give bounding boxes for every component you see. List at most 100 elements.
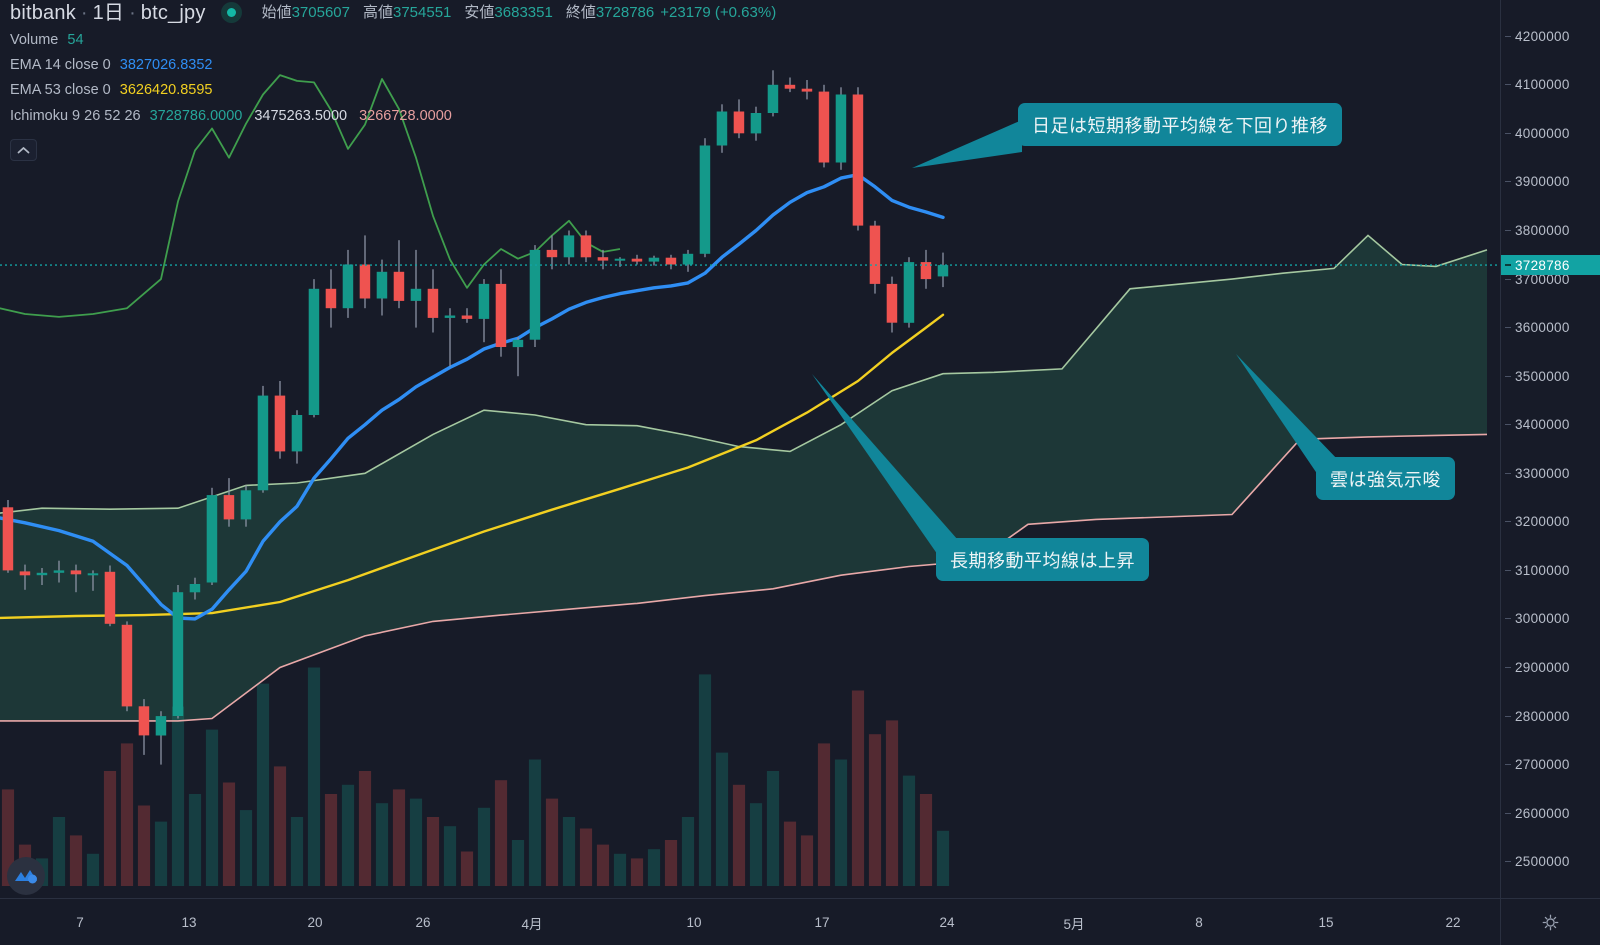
price-badge-dash (1505, 264, 1511, 267)
candle-body (359, 264, 371, 299)
volume-bar (528, 759, 542, 886)
chart-plot-area[interactable] (0, 0, 1500, 898)
price-tick: 4100000 (1501, 77, 1600, 93)
candle-body (70, 570, 82, 575)
volume-bar (630, 858, 644, 886)
volume-bar (256, 683, 270, 886)
legend-collapse-button[interactable] (10, 139, 37, 161)
volume-bar (800, 835, 814, 886)
volume-bar (868, 734, 882, 886)
price-tick: 4200000 (1501, 28, 1600, 44)
candle-body (461, 315, 473, 319)
price-scale-settings-button[interactable] (1500, 898, 1600, 945)
candle-body (648, 257, 660, 262)
price-tick-dash (1505, 424, 1511, 426)
volume-bar (324, 794, 338, 886)
volume-bar (715, 752, 729, 886)
price-tick: 3300000 (1501, 465, 1600, 481)
tradingview-logo (7, 857, 45, 895)
volume-bar (936, 830, 950, 886)
candle-body (869, 225, 881, 284)
candle-body (87, 573, 99, 576)
volume-bar (154, 821, 168, 886)
volume-bar (545, 798, 559, 886)
volume-bar (698, 674, 712, 886)
time-tick-label: 10 (686, 915, 702, 930)
volume-bar (477, 807, 491, 886)
volume-bar (494, 780, 508, 886)
volume-bar (511, 840, 525, 886)
price-tick-dash (1505, 521, 1511, 523)
annotation-callout-cloud[interactable]: 雲は強気示唆 (1316, 457, 1455, 500)
price-tick: 3200000 (1501, 514, 1600, 530)
volume-bar (817, 743, 831, 886)
candle-body (308, 288, 320, 415)
time-tick-label: 20 (307, 915, 323, 930)
time-scale[interactable]: 7 13 20 26 4月 10 17 24 5月 8 15 22 (0, 898, 1500, 945)
volume-bar (341, 784, 355, 886)
price-tick: 2800000 (1501, 708, 1600, 724)
volume-bar (188, 794, 202, 886)
candle-body (801, 88, 813, 92)
candle-body (2, 507, 14, 571)
time-tick-label: 5月 (1063, 916, 1085, 932)
price-tick-label: 4100000 (1515, 77, 1570, 93)
volume-bar (171, 706, 185, 886)
volume-bar (426, 817, 440, 886)
candle-body (665, 257, 677, 265)
candle-body (138, 706, 150, 736)
candle-body (886, 283, 898, 323)
price-tick: 3400000 (1501, 417, 1600, 433)
price-tick-label: 2900000 (1515, 660, 1570, 675)
volume-bar (664, 840, 678, 886)
price-tick: 3000000 (1501, 611, 1600, 627)
time-tick-label: 22 (1445, 915, 1461, 930)
price-tick-label: 3100000 (1515, 562, 1570, 578)
volume-bar (443, 826, 457, 886)
volume-bar (647, 849, 661, 886)
time-tick-label: 7 (76, 915, 84, 930)
price-tick-dash (1505, 230, 1511, 231)
price-tick-label: 3500000 (1515, 368, 1570, 384)
candle-body (274, 395, 286, 452)
volume-bar (239, 810, 253, 886)
volume-bar (851, 690, 865, 886)
candle-body (733, 111, 745, 134)
candle-body (478, 283, 490, 319)
candle-body (257, 395, 269, 491)
volume-bar (222, 782, 236, 886)
current-price-badge-label: 3728786 (1515, 257, 1570, 273)
candle-body (835, 94, 847, 163)
volume-bar (579, 828, 593, 886)
candle-body (699, 145, 711, 254)
candle-body (291, 415, 303, 452)
price-tick-dash (1505, 667, 1511, 668)
price-tick-dash (1505, 35, 1511, 37)
price-tick: 3700000 (1501, 271, 1600, 287)
ema53-line-group (0, 313, 945, 620)
candle-body (852, 94, 864, 226)
price-tick-label: 3600000 (1515, 320, 1570, 336)
ichimoku-cloud-fill (0, 235, 1487, 721)
ema14-line-group (0, 172, 945, 621)
volume-bar (205, 729, 219, 886)
price-scale[interactable]: 4200000 4100000 4000000 3900000 3800000 37000… (1500, 0, 1600, 898)
annotation-callout-ma-short[interactable]: 日足は短期移動平均線を下回り推移 (1018, 103, 1342, 146)
candle-body (631, 258, 643, 262)
price-tick-dash (1505, 812, 1511, 814)
price-tick: 2900000 (1501, 660, 1600, 676)
candle-body (19, 571, 31, 576)
price-tick: 2600000 (1501, 805, 1600, 821)
annotation-callout-ma-long[interactable]: 長期移動平均線は上昇 (936, 538, 1149, 581)
volume-bar (375, 803, 389, 886)
volume-bar (120, 743, 134, 886)
volume-bar (307, 667, 321, 886)
senkou-span-a-line (0, 234, 1488, 514)
volume-bar (613, 853, 627, 886)
price-tick-label: 4200000 (1515, 28, 1570, 44)
price-tick-label: 3000000 (1515, 611, 1570, 627)
price-tick-dash (1505, 84, 1511, 86)
price-tick-dash (1505, 132, 1511, 134)
current-price-badge[interactable]: 3728786 (1501, 255, 1600, 276)
